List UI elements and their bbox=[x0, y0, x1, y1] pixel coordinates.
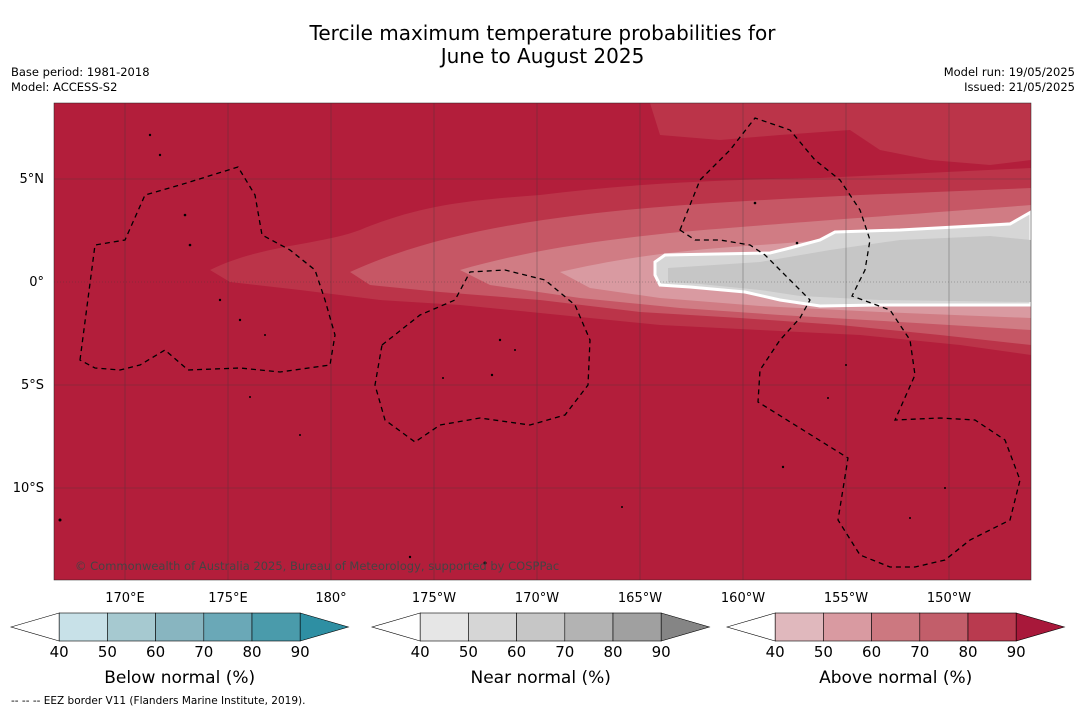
colorbar-min-extension bbox=[9, 612, 60, 642]
colorbar-tick: 70 bbox=[194, 643, 214, 661]
issued-date: Issued: 21/05/2025 bbox=[964, 80, 1075, 94]
above-80-north bbox=[650, 103, 1031, 165]
base-period: Base period: 1981-2018 bbox=[11, 65, 150, 79]
colorbar-segment bbox=[419, 612, 469, 642]
colorbar-tick: 40 bbox=[410, 643, 430, 661]
colorbar-label: Above normal (%) bbox=[819, 668, 973, 688]
colorbar-segment bbox=[203, 612, 253, 642]
colorbar-tick: 80 bbox=[958, 643, 978, 661]
lon-label: 150°W bbox=[927, 591, 971, 606]
colorbar-segment bbox=[919, 612, 969, 642]
lon-label: 170°E bbox=[105, 591, 145, 606]
above-90-field bbox=[54, 103, 1031, 580]
lon-labels: 170°E 175°E 180° 175°W 170°W 165°W 160°W… bbox=[105, 591, 971, 606]
colorbar-tick: 70 bbox=[910, 643, 930, 661]
model-run: Model run: 19/05/2025 bbox=[943, 65, 1075, 79]
eez-borders bbox=[79, 117, 1021, 568]
colorbar-tick: 90 bbox=[651, 643, 671, 661]
lon-label: 175°E bbox=[208, 591, 248, 606]
colorbars bbox=[9, 612, 1066, 642]
graticule bbox=[54, 103, 1031, 580]
colorbar-max-extension bbox=[1015, 612, 1066, 642]
lon-label: 175°W bbox=[412, 591, 456, 606]
copyright-text: © Commonwealth of Australia 2025, Bureau… bbox=[75, 559, 559, 573]
colorbar-segment bbox=[967, 612, 1017, 642]
colorbar-tick: 70 bbox=[555, 643, 575, 661]
title-line-2: June to August 2025 bbox=[440, 44, 645, 68]
islands bbox=[58, 133, 946, 565]
colorbar-segment bbox=[612, 612, 662, 642]
near-60-region bbox=[668, 236, 1031, 302]
colorbar-segment bbox=[516, 612, 566, 642]
model-name: Model: ACCESS-S2 bbox=[11, 80, 118, 94]
lat-label: 0° bbox=[29, 275, 44, 290]
colorbar bbox=[9, 612, 350, 642]
colorbar-segment bbox=[107, 612, 156, 642]
lat-labels: 5°N 0° 5°S 10°S bbox=[13, 172, 44, 496]
lon-label: 155°W bbox=[824, 591, 868, 606]
colorbar-tick: 50 bbox=[458, 643, 478, 661]
colorbar-segment bbox=[251, 612, 301, 642]
lon-label: 170°W bbox=[515, 591, 559, 606]
colorbar-max-extension bbox=[660, 612, 711, 642]
colorbar-tick: 40 bbox=[49, 643, 69, 661]
colorbar bbox=[725, 612, 1066, 642]
eez-phoenix bbox=[374, 269, 591, 443]
colorbar-min-extension bbox=[725, 612, 776, 642]
title-line-1: Tercile maximum temperature probabilitie… bbox=[309, 21, 776, 45]
lat-label: 5°S bbox=[21, 378, 44, 393]
eez-tuvalu-tokelau bbox=[79, 166, 336, 373]
colorbar-tick: 90 bbox=[290, 643, 310, 661]
lon-label: 180° bbox=[315, 591, 346, 606]
colorbar-tick: 60 bbox=[862, 643, 882, 661]
colorbar-tick: 60 bbox=[507, 643, 527, 661]
lat-label: 5°N bbox=[20, 172, 45, 187]
meta-right: Model run: 19/05/2025 Issued: 21/05/2025 bbox=[944, 65, 1075, 95]
map-area bbox=[54, 103, 1031, 580]
colorbar-segment bbox=[564, 612, 614, 642]
colorbar-label: Near normal (%) bbox=[470, 668, 611, 688]
colorbar-tick: 80 bbox=[603, 643, 623, 661]
colorbar bbox=[370, 612, 711, 642]
eez-line-kiribati bbox=[679, 117, 1021, 568]
colorbar-label: Below normal (%) bbox=[104, 668, 256, 688]
footnote: -- -- -- EEZ border V11 (Flanders Marine… bbox=[11, 695, 306, 707]
colorbar-max-extension bbox=[299, 612, 350, 642]
map-border bbox=[53, 102, 1032, 581]
colorbar-tick: 50 bbox=[97, 643, 117, 661]
colorbar-tick: 60 bbox=[146, 643, 166, 661]
colorbar-segment bbox=[58, 612, 108, 642]
lon-label: 160°W bbox=[721, 591, 765, 606]
colorbar-min-extension bbox=[370, 612, 421, 642]
colorbar-tick: 50 bbox=[813, 643, 833, 661]
colorbar-tick: 90 bbox=[1006, 643, 1026, 661]
colorbar-tick: 80 bbox=[242, 643, 262, 661]
colorbar-tick: 40 bbox=[765, 643, 785, 661]
colorbar-segment bbox=[871, 612, 921, 642]
colorbar-segment bbox=[155, 612, 205, 642]
colorbar-segment bbox=[774, 612, 824, 642]
lon-label: 165°W bbox=[618, 591, 662, 606]
chart-title: Tercile maximum temperature probabilitie… bbox=[0, 22, 1085, 68]
colorbar-segment bbox=[468, 612, 517, 642]
colorbar-segment bbox=[823, 612, 872, 642]
lat-label: 10°S bbox=[13, 481, 44, 496]
meta-left: Base period: 1981-2018 Model: ACCESS-S2 bbox=[11, 65, 150, 95]
